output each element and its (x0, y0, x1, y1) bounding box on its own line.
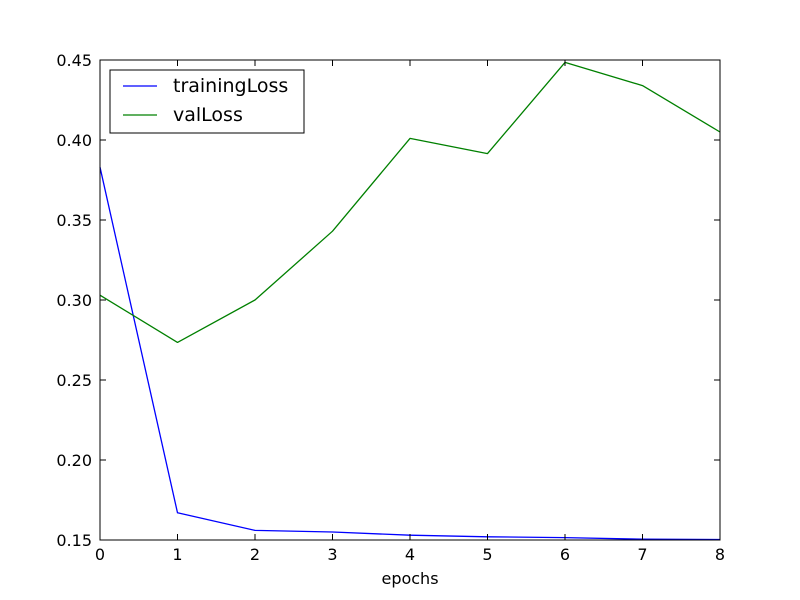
x-tick-label-1: 1 (172, 545, 182, 564)
legend-label-valloss: valLoss (173, 104, 243, 126)
y-tick-label-6: 0.45 (56, 51, 92, 70)
x-tick-label-8: 8 (715, 545, 725, 564)
x-tick-label-4: 4 (405, 545, 415, 564)
legend-label-trainingloss: trainingLoss (173, 75, 288, 97)
y-tick-label-1: 0.20 (56, 451, 92, 470)
x-tick-label-6: 6 (560, 545, 570, 564)
x-axis-label: epochs (381, 569, 438, 588)
legend: trainingLoss valLoss (109, 69, 305, 134)
x-tick-label-3: 3 (327, 545, 337, 564)
y-tick-label-4: 0.35 (56, 211, 92, 230)
plot-area: 0 1 2 3 4 5 6 7 8 0.15 0.20 0.25 0.30 0.35 0.40 0.45 (56, 51, 725, 564)
y-tick-label-3: 0.30 (56, 291, 92, 310)
y-tick-label-2: 0.25 (56, 371, 92, 390)
x-tick-label-2: 2 (250, 545, 260, 564)
y-tick-label-0: 0.15 (56, 531, 92, 550)
x-tick-label-7: 7 (637, 545, 647, 564)
series-line-valloss (99, 61, 721, 344)
x-tick-label-0: 0 (95, 545, 105, 564)
legend-box (109, 69, 305, 134)
y-tick-label-5: 0.40 (56, 131, 92, 150)
axis-ticks: 0 1 2 3 4 5 6 7 8 0.15 0.20 0.25 0.30 0.35 0.40 0.45 (56, 51, 725, 564)
x-tick-label-5: 5 (482, 545, 492, 564)
